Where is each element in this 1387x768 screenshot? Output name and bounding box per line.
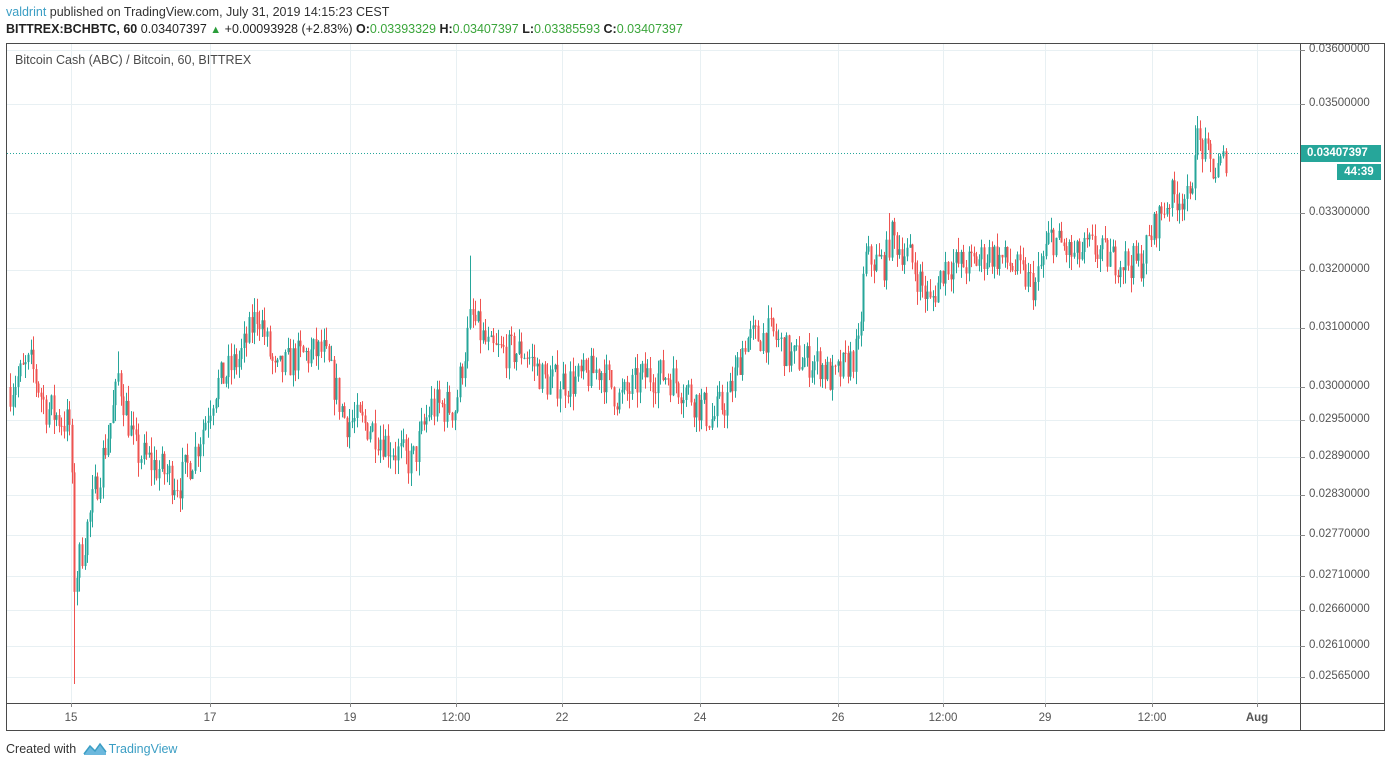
- price-axis-tick: [1300, 495, 1305, 496]
- time-axis-tick: [562, 703, 563, 707]
- chart-frame: [6, 43, 1385, 731]
- close-value: 0.03407397: [616, 22, 683, 36]
- triangle-up-icon: ▲: [210, 24, 222, 36]
- time-axis-tick: [210, 703, 211, 707]
- low-key: L:: [522, 22, 534, 36]
- price-axis-tick: [1300, 270, 1305, 271]
- last-price-badge: 0.03407397: [1301, 145, 1381, 162]
- time-axis-tick: [350, 703, 351, 707]
- price-axis-label: 0.02660000: [1309, 603, 1370, 615]
- footer: Created with TradingView: [6, 742, 177, 756]
- price-axis-tick: [1300, 387, 1305, 388]
- price-axis-label: 0.03600000: [1309, 43, 1370, 55]
- time-axis-label: 12:00: [928, 712, 958, 724]
- close-key: C:: [603, 22, 617, 36]
- publish-info: valdrint published on TradingView.com, J…: [6, 5, 389, 19]
- symbol-label: BITTREX:BCHBTC, 60: [6, 22, 138, 36]
- symbol-info: BITTREX:BCHBTC, 60 0.03407397 ▲ +0.00093…: [6, 22, 683, 36]
- price-axis-label: 0.02830000: [1309, 488, 1370, 500]
- open-key: O:: [356, 22, 370, 36]
- time-axis-label: 17: [203, 712, 217, 724]
- time-axis-label: Aug: [1245, 712, 1269, 724]
- time-axis-label: 19: [343, 712, 357, 724]
- price-axis-tick: [1300, 420, 1305, 421]
- high-value: 0.03407397: [452, 22, 519, 36]
- time-axis-label: 22: [555, 712, 569, 724]
- price-axis-label: 0.03300000: [1309, 206, 1370, 218]
- price-axis-label: 0.02890000: [1309, 450, 1370, 462]
- time-axis-label: 12:00: [1137, 712, 1167, 724]
- time-axis-label: 12:00: [441, 712, 471, 724]
- price-axis-label: 0.02710000: [1309, 569, 1370, 581]
- price-axis-tick: [1300, 104, 1305, 105]
- time-axis-label: 29: [1038, 712, 1052, 724]
- time-axis-tick: [456, 703, 457, 707]
- time-axis-tick: [1152, 703, 1153, 707]
- price-axis-tick: [1300, 677, 1305, 678]
- low-value: 0.03385593: [534, 22, 601, 36]
- time-axis-tick: [700, 703, 701, 707]
- time-axis-label: 24: [693, 712, 707, 724]
- time-axis-tick: [1257, 703, 1258, 707]
- chart-legend-title: Bitcoin Cash (ABC) / Bitcoin, 60, BITTRE…: [15, 53, 252, 67]
- time-axis-label: 26: [831, 712, 845, 724]
- time-axis-tick: [1045, 703, 1046, 707]
- last-price: 0.03407397: [140, 22, 207, 36]
- time-axis-tick: [838, 703, 839, 707]
- price-axis-tick: [1300, 328, 1305, 329]
- created-with-label: Created with: [6, 742, 77, 756]
- price-axis-tick: [1300, 50, 1305, 51]
- price-axis-tick: [1300, 610, 1305, 611]
- price-axis-label: 0.03200000: [1309, 263, 1370, 275]
- price-axis-label: 0.02565000: [1309, 670, 1370, 682]
- price-axis-tick: [1300, 646, 1305, 647]
- price-axis-label: 0.03100000: [1309, 321, 1370, 333]
- price-axis-tick: [1300, 213, 1305, 214]
- time-axis-label: 15: [64, 712, 78, 724]
- price-axis-label: 0.03000000: [1309, 380, 1370, 392]
- price-axis-tick: [1300, 457, 1305, 458]
- price-axis-label: 0.02770000: [1309, 528, 1370, 540]
- price-axis-tick: [1300, 576, 1305, 577]
- bar-countdown-badge: 44:39: [1337, 164, 1381, 180]
- published-text: published on TradingView.com, July 31, 2…: [46, 5, 390, 19]
- high-key: H:: [439, 22, 453, 36]
- price-axis-label: 0.03500000: [1309, 97, 1370, 109]
- time-axis-divider: [7, 703, 1384, 704]
- author-link[interactable]: valdrint: [6, 5, 47, 19]
- time-axis-tick: [71, 703, 72, 707]
- open-value: 0.03393329: [369, 22, 436, 36]
- tradingview-logo-icon: [83, 742, 107, 755]
- price-axis-tick: [1300, 535, 1305, 536]
- price-change: +0.00093928 (+2.83%): [224, 22, 353, 36]
- price-axis-label: 0.02610000: [1309, 639, 1370, 651]
- time-axis-tick: [943, 703, 944, 707]
- price-axis-label: 0.02950000: [1309, 413, 1370, 425]
- tradingview-brand-link[interactable]: TradingView: [108, 742, 178, 756]
